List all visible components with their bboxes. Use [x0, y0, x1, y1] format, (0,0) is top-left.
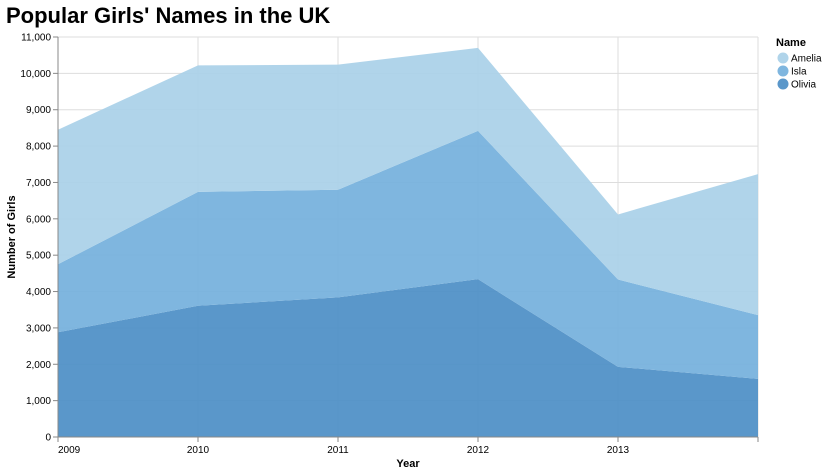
chart-title: Popular Girls' Names in the UK — [6, 3, 330, 28]
x-tick-label: 2012 — [467, 445, 490, 456]
y-tick-label: 7,000 — [26, 178, 51, 189]
legend-label-olivia: Olivia — [791, 80, 816, 91]
legend-swatch-amelia — [777, 52, 789, 64]
y-tick-label: 5,000 — [26, 251, 51, 262]
legend-label-amelia: Amelia — [791, 54, 822, 65]
axes: 0 1,000 2,000 3,000 4,000 5,000 6,000 7,000 8,00… — [20, 33, 759, 456]
stacked-areas — [58, 47, 758, 437]
y-tick-label: 2,000 — [26, 360, 51, 371]
y-tick-label: 0 — [45, 433, 51, 444]
y-tick-label: 4,000 — [26, 287, 51, 298]
y-tick-label: 6,000 — [26, 214, 51, 225]
legend-label-isla: Isla — [791, 67, 807, 78]
area-isla — [58, 130, 758, 379]
x-tick-label: 2013 — [607, 445, 630, 456]
x-tick-label: 2010 — [187, 445, 210, 456]
area-amelia — [58, 47, 758, 316]
x-axis-title: Year — [396, 458, 420, 470]
x-tick-label: 2009 — [58, 445, 81, 456]
legend-title: Name — [776, 37, 806, 49]
legend: Name Amelia Isla Olivia — [776, 37, 822, 91]
y-tick-label: 1,000 — [26, 396, 51, 407]
y-tick-label: 10,000 — [20, 69, 51, 80]
legend-swatch-isla — [777, 65, 789, 77]
x-tick-label: 2011 — [327, 445, 349, 456]
y-tick-label: 8,000 — [26, 142, 51, 153]
area-olivia — [58, 279, 758, 437]
y-tick-label: 9,000 — [26, 105, 51, 116]
y-tick-label: 11,000 — [21, 33, 51, 44]
legend-swatch-olivia — [777, 78, 789, 90]
y-tick-label: 3,000 — [26, 323, 51, 334]
y-axis-title: Number of Girls — [6, 195, 18, 278]
